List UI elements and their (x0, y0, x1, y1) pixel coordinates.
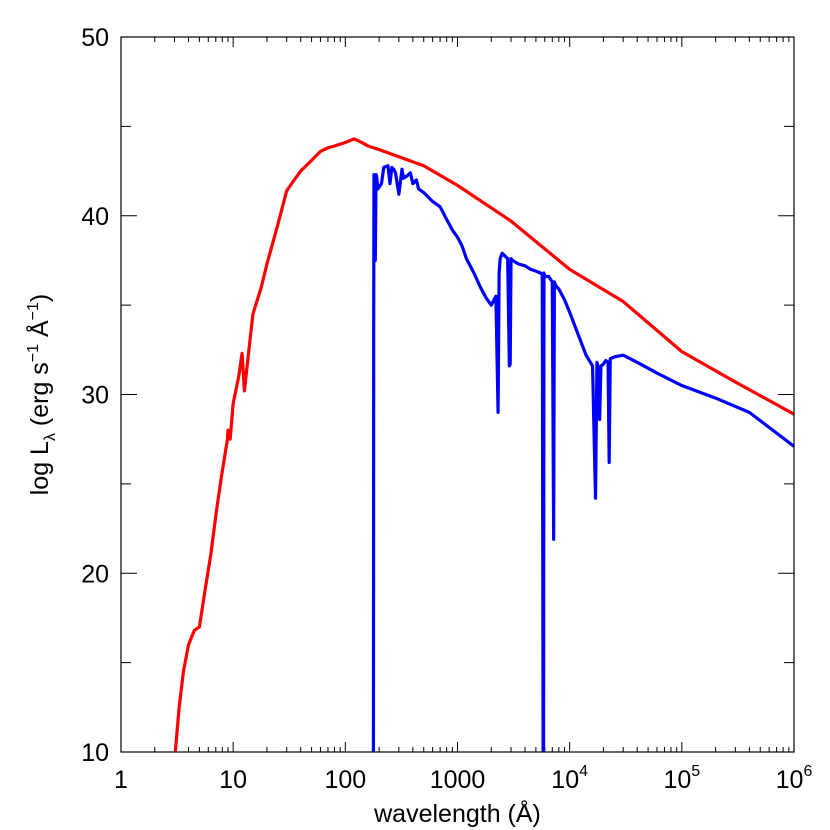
y-title-subscript: λ (42, 433, 59, 441)
y-axis-title: log Lλ (erg s−1 Å−1) (24, 294, 59, 496)
x-tick-label: 1 (114, 766, 128, 794)
y-title-mid1: (erg s (26, 362, 54, 433)
x-tick-label: 100 (324, 766, 366, 794)
y-title-suffix: ) (26, 294, 54, 302)
y-tick-labels: 10 20 30 40 50 (81, 24, 109, 767)
series-line-2 (371, 164, 794, 752)
y-title-prefix: log L (26, 441, 54, 495)
x-tick-labels: 1 10 100 1000 104 105 106 (114, 763, 812, 794)
x-tick-label: 1000 (430, 766, 486, 794)
y-tick-label: 10 (81, 739, 109, 767)
y-tick-label: 30 (81, 382, 109, 410)
x-tick-label: 106 (776, 763, 813, 794)
y-tick-label: 20 (81, 560, 109, 588)
y-title-sup2: −1 (25, 302, 42, 320)
x-tick-label: 105 (663, 763, 700, 794)
x-axis-title: wavelength (Å) (373, 798, 541, 828)
x-tick-label: 10 (219, 766, 247, 794)
y-title-mid2: Å (24, 320, 54, 344)
y-tick-label: 40 (81, 203, 109, 231)
y-title-sup1: −1 (25, 344, 42, 362)
tick-marks (120, 36, 794, 753)
series-layer (173, 137, 794, 752)
x-tick-label: 104 (551, 763, 588, 794)
series-line-1 (173, 137, 794, 752)
y-tick-label: 50 (81, 24, 109, 52)
plot-frame (120, 36, 795, 753)
